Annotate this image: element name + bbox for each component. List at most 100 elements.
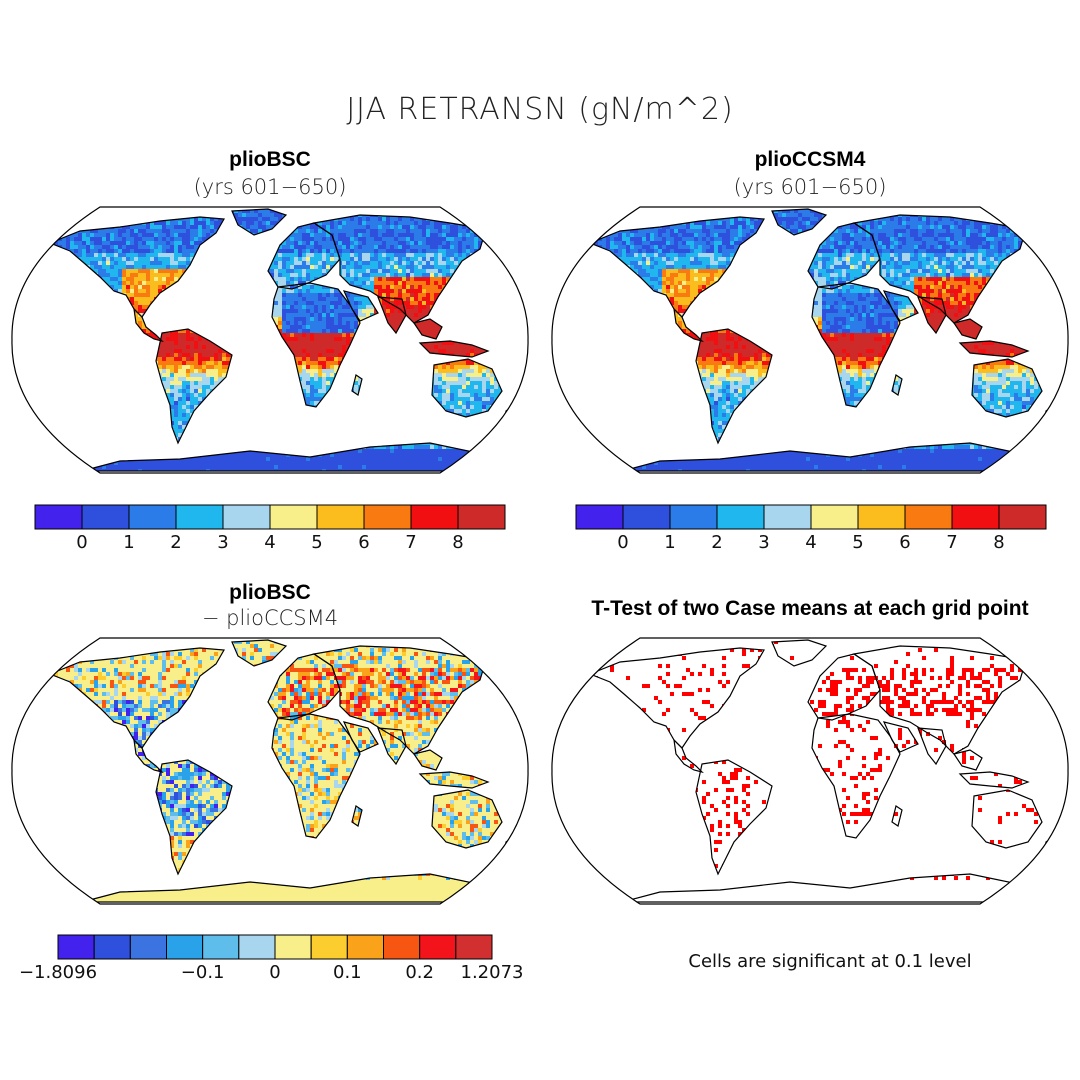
panel-ccsm4-title: plioCCSM4 xyxy=(680,148,940,172)
colorbar-swatch xyxy=(346,934,385,960)
coast-north-america xyxy=(588,216,765,318)
coast-madagascar xyxy=(351,374,363,396)
colorbar-tick-label: 1 xyxy=(123,532,134,553)
colorbar-swatch xyxy=(669,504,718,530)
coast-se-asia xyxy=(413,318,443,340)
colorbar-tick-label: 4 xyxy=(264,532,275,553)
coast-arabia xyxy=(342,721,379,753)
ttest-significance-note: Cells are significant at 0.1 level xyxy=(620,951,1040,972)
colorbar-tick-label: 8 xyxy=(452,532,463,553)
coast-africa xyxy=(811,713,901,839)
map-frame xyxy=(551,206,1069,474)
colorbar-swatch xyxy=(175,504,224,530)
panel-bsc-title: plioBSC xyxy=(140,148,400,172)
map-bsc xyxy=(11,206,529,474)
coast-australia xyxy=(431,358,503,418)
colorbar-tick-label: 3 xyxy=(758,532,769,553)
figure-title: JJA RETRANSN (gN/m^2) xyxy=(0,92,1080,127)
colorbar-swatch xyxy=(166,934,204,960)
colorbar-tick-label: −0.1 xyxy=(181,962,225,983)
colorbar-tick-label: 0 xyxy=(617,532,628,553)
colorbar-swatch xyxy=(363,504,412,530)
coast-se-asia xyxy=(953,749,983,771)
coast-central-america xyxy=(673,307,704,343)
map-ttest xyxy=(551,637,1069,905)
panel-ttest-title: T-Test of two Case means at each grid po… xyxy=(550,597,1070,621)
map-frame xyxy=(11,206,529,474)
coast-greenland xyxy=(771,639,828,667)
coast-greenland xyxy=(771,208,828,236)
coast-south-america xyxy=(695,759,773,876)
colorbar-tick-label: 5 xyxy=(852,532,863,553)
colorbar-tick-label: 0 xyxy=(76,532,87,553)
coast-india xyxy=(377,296,407,335)
colorbar-tick-label: 6 xyxy=(899,532,910,553)
coast-africa xyxy=(271,713,361,839)
map-diff xyxy=(11,637,529,905)
coast-central-america xyxy=(673,738,704,774)
coast-indonesia xyxy=(958,771,1030,789)
coast-asia xyxy=(312,645,487,755)
coast-australia xyxy=(971,358,1043,418)
coast-india xyxy=(377,727,407,766)
colorbar-diff xyxy=(57,934,493,960)
colorbar-swatch xyxy=(316,504,365,530)
colorbar-swatch xyxy=(857,504,906,530)
coast-asia xyxy=(312,214,487,324)
coast-south-america xyxy=(155,759,233,876)
coast-south-america xyxy=(155,328,233,445)
colorbar-swatch xyxy=(128,504,177,530)
colorbar-tick-label: 0 xyxy=(269,962,280,983)
coast-asia xyxy=(852,214,1027,324)
colorbar-swatch xyxy=(763,504,812,530)
colorbar-swatch xyxy=(238,934,276,960)
colorbar-swatch xyxy=(57,934,95,960)
coast-asia xyxy=(852,645,1027,755)
colorbar-swatch xyxy=(575,504,624,530)
colorbar-swatch xyxy=(951,504,1000,530)
colorbar-swatch xyxy=(455,934,493,960)
colorbar-tick-label: 5 xyxy=(311,532,322,553)
colorbar-swatch xyxy=(904,504,953,530)
coast-se-asia xyxy=(413,749,443,771)
colorbar-swatch xyxy=(419,934,457,960)
coast-australia xyxy=(971,789,1043,849)
colorbar-swatch xyxy=(81,504,130,530)
coast-greenland xyxy=(231,639,288,667)
colorbar-swatch xyxy=(622,504,671,530)
coast-south-america xyxy=(695,328,773,445)
coast-north-america xyxy=(48,647,225,749)
colorbar-swatch xyxy=(716,504,765,530)
coast-central-america xyxy=(133,307,164,343)
coast-arabia xyxy=(882,721,919,753)
panel-ccsm4-subtitle: (yrs 601−650) xyxy=(680,175,940,199)
colorbar-swatch xyxy=(202,934,240,960)
colorbar-swatch xyxy=(998,504,1047,530)
coast-india xyxy=(917,727,947,766)
colorbar-tick-label: 8 xyxy=(993,532,1004,553)
colorbar-swatch xyxy=(274,934,312,960)
panel-diff-subtitle: − plioCCSM4 xyxy=(140,606,400,630)
coast-north-america xyxy=(588,647,765,749)
colorbar-tick-label: 6 xyxy=(358,532,369,553)
colorbar-swatch xyxy=(34,504,83,530)
colorbar-tick-label: 2 xyxy=(711,532,722,553)
coast-north-america xyxy=(48,216,225,318)
colorbar-tick-label: 2 xyxy=(170,532,181,553)
colorbar-tick-label: 1.2073 xyxy=(461,962,524,983)
colorbar-tick-label: 4 xyxy=(805,532,816,553)
panel-diff-title: plioBSC xyxy=(140,581,400,605)
colorbar-tick-label: −1.8096 xyxy=(19,962,97,983)
coast-africa xyxy=(811,282,901,408)
coast-indonesia xyxy=(418,340,490,358)
colorbar-ccsm4-labels: 0 1 2 3 4 5 6 7 8 xyxy=(576,532,1046,556)
colorbar-bsc-labels: 0 1 2 3 4 5 6 7 8 xyxy=(35,532,505,556)
colorbar-swatch xyxy=(269,504,318,530)
colorbar-swatch xyxy=(810,504,859,530)
colorbar-diff-labels: −1.8096 −0.1 0 0.1 0.2 1.2073 xyxy=(19,962,524,986)
map-frame xyxy=(551,637,1069,905)
coast-india xyxy=(917,296,947,335)
colorbar-tick-label: 1 xyxy=(664,532,675,553)
colorbar-swatch xyxy=(222,504,271,530)
coast-central-america xyxy=(133,738,164,774)
